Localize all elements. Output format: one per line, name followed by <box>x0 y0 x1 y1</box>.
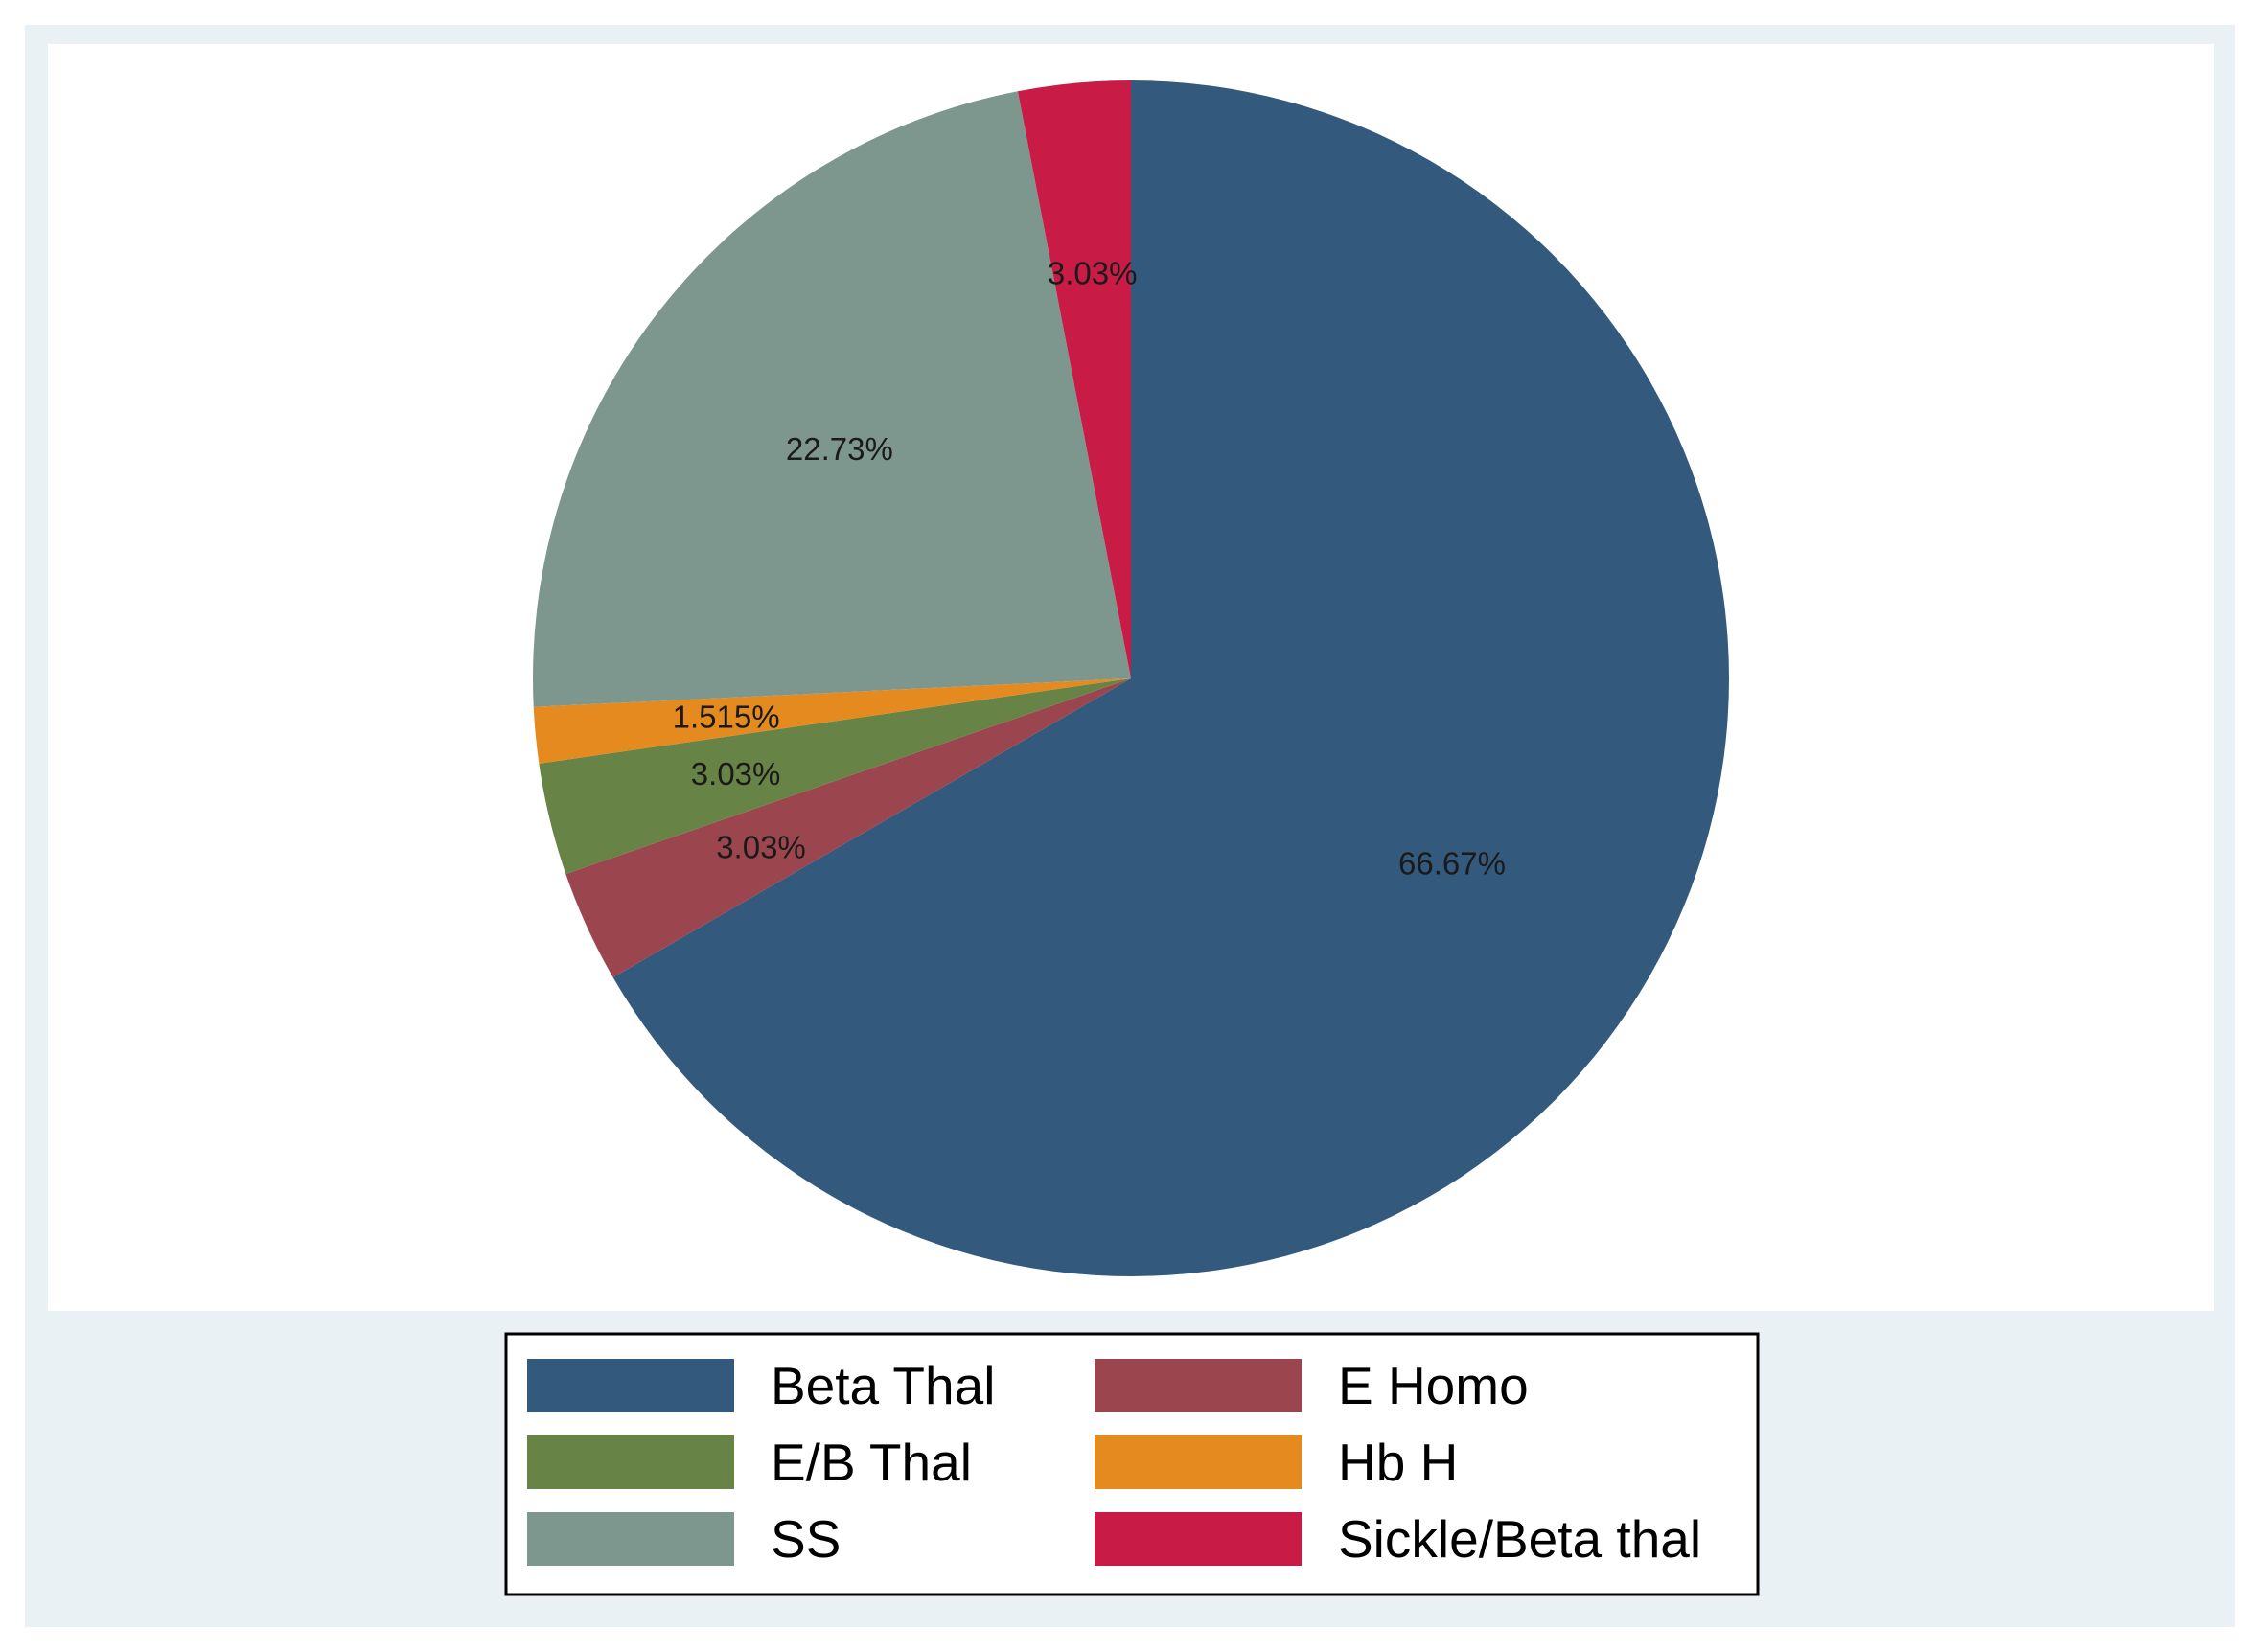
slice-value-label: 3.03% <box>691 756 781 792</box>
legend-swatch <box>527 1435 734 1489</box>
slice-value-label: 22.73% <box>786 431 893 467</box>
pie-slice-beta-thal <box>612 80 1729 1276</box>
pie-slice-labels: 66.67% 3.03% 3.03% 1.515% 22.73% 3.03% <box>673 256 1506 882</box>
slice-value-label: 3.03% <box>1048 256 1138 291</box>
legend-entry-label: Hb H <box>1338 1433 1458 1492</box>
legend-entry-label: SS <box>771 1509 841 1569</box>
legend-entry-label: E Homo <box>1338 1356 1529 1415</box>
pie-slice-hb-h <box>533 678 1131 764</box>
legend-swatch <box>1095 1512 1302 1566</box>
pie-slice-e-b-thal <box>539 678 1131 875</box>
pie-slice-ss <box>533 91 1131 707</box>
slice-value-label: 3.03% <box>716 829 806 864</box>
slice-value-label: 1.515% <box>673 699 780 734</box>
legend-swatch <box>527 1359 734 1412</box>
legend-swatch <box>1095 1435 1302 1489</box>
legend-swatch <box>1095 1359 1302 1412</box>
legend-entry-label: Beta Thal <box>771 1356 995 1415</box>
legend-entry-label: Sickle/Beta thal <box>1338 1509 1701 1569</box>
slice-value-label: 66.67% <box>1398 845 1506 881</box>
legend-entry-label: E/B Thal <box>771 1433 972 1492</box>
legend: Beta Thal E Homo E/B Thal Hb H SS Sickle/Beta… <box>504 1332 1760 1596</box>
pie-slices <box>533 80 1729 1276</box>
legend-swatch <box>527 1512 734 1566</box>
pie-slice-sickle-beta-thal <box>1017 80 1131 678</box>
pie-slice-e-homo <box>565 678 1131 977</box>
